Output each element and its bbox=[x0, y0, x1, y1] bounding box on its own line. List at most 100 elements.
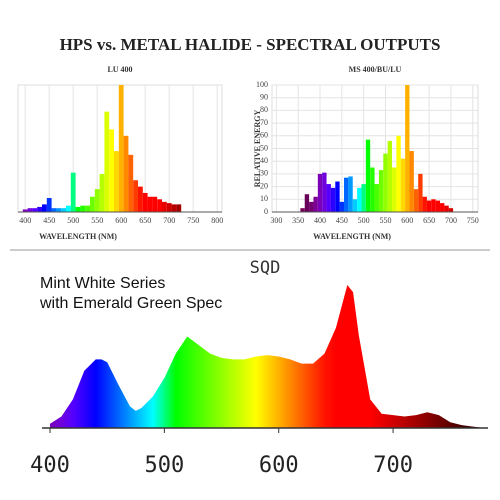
bar bbox=[317, 173, 323, 212]
bar bbox=[304, 194, 310, 212]
bar bbox=[51, 208, 57, 212]
x-axis-label: WAVELENGTH (NM) bbox=[313, 232, 391, 241]
bar bbox=[313, 196, 318, 212]
bar bbox=[147, 196, 153, 212]
bar bbox=[70, 172, 76, 212]
bar bbox=[374, 184, 379, 212]
y-tick-label: 90 bbox=[260, 93, 268, 102]
y-tick-label: 100 bbox=[256, 80, 268, 89]
bar bbox=[413, 189, 419, 212]
y-axis-label: RELATIVE ENERGY bbox=[253, 110, 262, 188]
bar bbox=[94, 189, 100, 212]
bar bbox=[90, 196, 95, 212]
bar bbox=[426, 200, 432, 212]
chart-title: MS 400/BU/LU bbox=[349, 65, 402, 74]
bar bbox=[409, 151, 414, 212]
y-tick-label: 0 bbox=[264, 207, 268, 216]
bar bbox=[114, 151, 119, 212]
chart-title: LU 400 bbox=[107, 65, 132, 74]
y-tick-label: 10 bbox=[260, 194, 268, 203]
x-tick-label: 600 bbox=[259, 453, 299, 478]
bar bbox=[152, 196, 158, 212]
x-tick-label: 550 bbox=[379, 216, 391, 225]
bar bbox=[339, 201, 345, 212]
x-tick-label: 500 bbox=[144, 453, 184, 478]
bar bbox=[309, 201, 314, 212]
bar bbox=[138, 186, 143, 212]
spectrum-area bbox=[50, 285, 485, 428]
bar bbox=[22, 209, 28, 212]
bar bbox=[104, 111, 110, 212]
y-tick-label: 70 bbox=[260, 118, 268, 127]
bar bbox=[123, 135, 129, 212]
bar bbox=[418, 173, 423, 212]
y-tick-label: 40 bbox=[260, 156, 268, 165]
bar bbox=[56, 208, 62, 212]
bar bbox=[133, 180, 138, 212]
bar bbox=[32, 208, 38, 212]
x-tick-label: 750 bbox=[187, 216, 199, 225]
bar bbox=[361, 184, 366, 212]
bar bbox=[383, 153, 388, 212]
x-tick-label: 700 bbox=[163, 216, 175, 225]
x-tick-label: 600 bbox=[401, 216, 413, 225]
x-tick-label: 400 bbox=[19, 216, 31, 225]
x-tick-label: 700 bbox=[445, 216, 457, 225]
x-tick-label: 450 bbox=[43, 216, 55, 225]
annotation-line: Mint White Series bbox=[40, 275, 165, 292]
bar bbox=[335, 181, 340, 212]
x-tick-label: 650 bbox=[139, 216, 151, 225]
bar bbox=[326, 184, 331, 212]
x-axis-label: WAVELENGTH (NM) bbox=[39, 232, 117, 241]
x-tick-label: 300 bbox=[270, 216, 282, 225]
bar bbox=[352, 199, 358, 212]
bar bbox=[378, 170, 384, 212]
x-tick-label: 650 bbox=[423, 216, 435, 225]
x-tick-label: 600 bbox=[115, 216, 127, 225]
bar bbox=[75, 206, 81, 212]
bar bbox=[357, 187, 362, 212]
bar bbox=[348, 176, 353, 212]
bar bbox=[66, 205, 71, 212]
bar bbox=[396, 135, 401, 212]
bar bbox=[330, 187, 336, 212]
y-tick-label: 20 bbox=[260, 181, 268, 190]
bar bbox=[99, 173, 105, 212]
x-tick-label: 350 bbox=[292, 216, 304, 225]
bar bbox=[448, 208, 454, 212]
bar bbox=[322, 172, 327, 212]
bar bbox=[109, 129, 114, 212]
bar bbox=[118, 85, 124, 212]
bar bbox=[370, 167, 375, 212]
x-tick-label: 800 bbox=[211, 216, 223, 225]
bar bbox=[128, 154, 134, 212]
bar bbox=[400, 158, 406, 212]
x-tick-label: 550 bbox=[91, 216, 103, 225]
x-tick-label: 450 bbox=[336, 216, 348, 225]
bar bbox=[162, 201, 167, 212]
bar bbox=[405, 85, 410, 212]
x-tick-label: 500 bbox=[67, 216, 79, 225]
bar bbox=[422, 196, 427, 212]
x-tick-label: 500 bbox=[358, 216, 370, 225]
bar bbox=[435, 200, 441, 212]
bar bbox=[365, 139, 371, 212]
bar bbox=[46, 198, 52, 212]
bar bbox=[392, 167, 397, 212]
bar bbox=[440, 203, 445, 212]
y-tick-label: 60 bbox=[260, 131, 268, 140]
bar bbox=[171, 204, 177, 212]
bar bbox=[142, 192, 148, 212]
x-tick-label: 400 bbox=[314, 216, 326, 225]
bar bbox=[444, 205, 449, 212]
x-tick-label: 750 bbox=[467, 216, 479, 225]
bar bbox=[37, 206, 42, 212]
bar bbox=[166, 203, 172, 212]
bar bbox=[42, 204, 47, 212]
x-tick-label: 700 bbox=[373, 453, 413, 478]
y-tick-label: 30 bbox=[260, 169, 268, 178]
annotation: Mint White Series with Emerald Green Spec bbox=[39, 275, 222, 312]
bar bbox=[344, 177, 349, 212]
bar bbox=[85, 205, 90, 212]
